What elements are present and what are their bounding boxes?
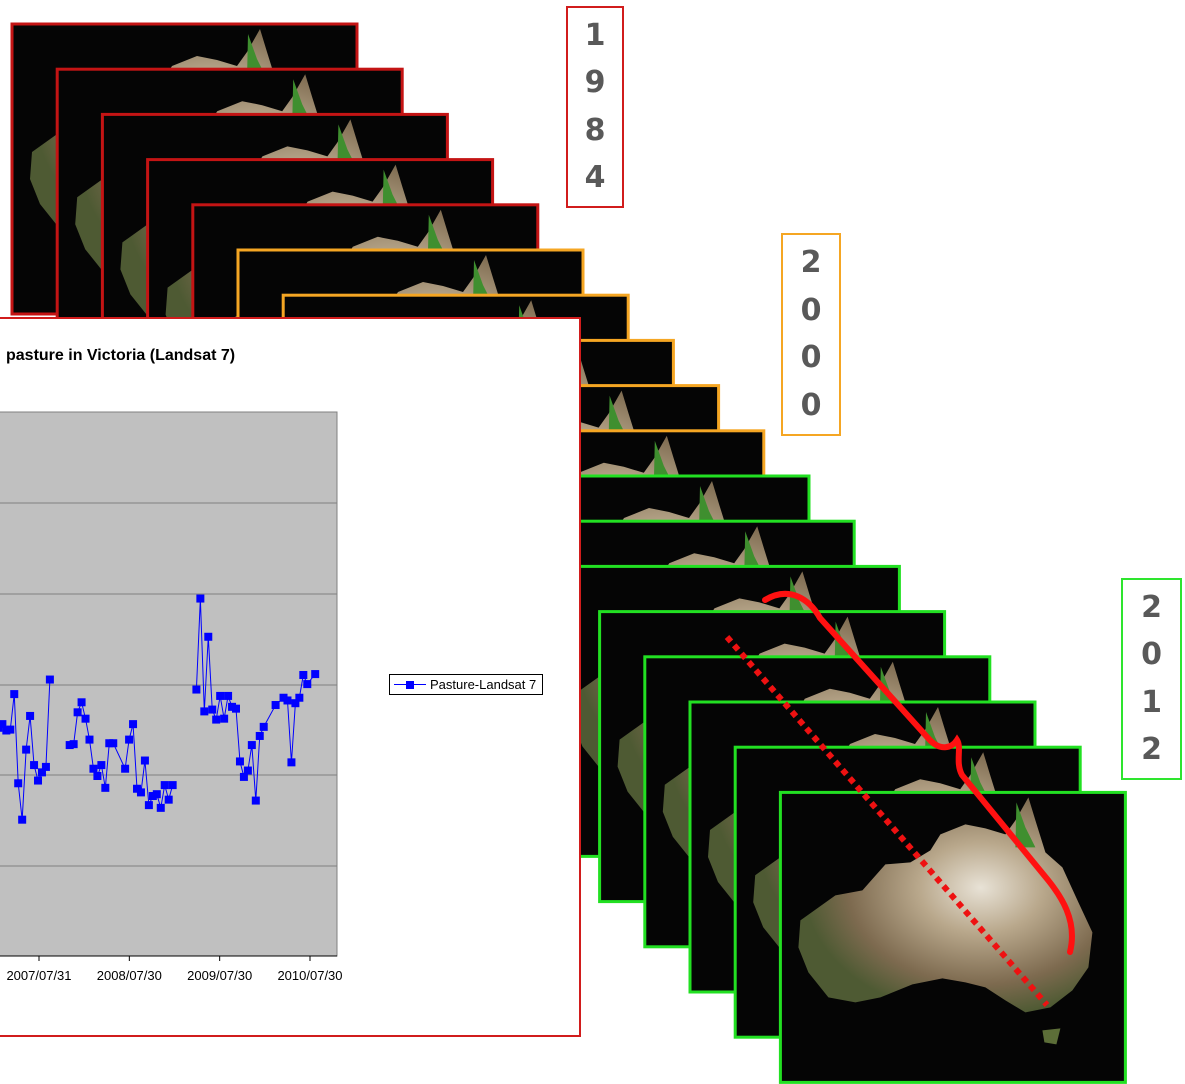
- year-digit: 0: [1141, 637, 1162, 673]
- data-point: [109, 739, 118, 748]
- data-point: [168, 781, 177, 790]
- data-point: [287, 758, 296, 767]
- data-point: [136, 788, 145, 797]
- data-point: [259, 722, 268, 731]
- data-point: [295, 693, 304, 702]
- data-point: [101, 783, 110, 792]
- year-digit: 2: [1141, 589, 1162, 625]
- year-digit: 9: [584, 65, 606, 101]
- data-point: [251, 796, 260, 805]
- data-point: [14, 779, 23, 788]
- data-point: [144, 801, 153, 810]
- data-point: [156, 803, 165, 812]
- x-tick-label: 2009/07/30: [187, 968, 252, 983]
- data-point: [283, 696, 292, 705]
- year-digit: 8: [584, 112, 606, 148]
- data-point: [125, 735, 134, 744]
- x-tick-label: 2007/07/31: [6, 968, 71, 983]
- data-point: [34, 776, 43, 785]
- year-digit: 0: [800, 340, 822, 376]
- chart-title: pasture in Victoria (Landsat 7): [6, 347, 236, 364]
- satellite-frame: [778, 790, 1127, 1084]
- data-point: [22, 745, 31, 754]
- data-point: [18, 815, 27, 824]
- data-point: [220, 714, 229, 723]
- data-point: [89, 764, 98, 773]
- data-point: [73, 708, 82, 717]
- data-point: [271, 701, 280, 710]
- data-point: [212, 715, 221, 724]
- data-point: [30, 761, 39, 770]
- legend-label: Pasture-Landsat 7: [430, 677, 537, 692]
- data-point: [235, 757, 244, 766]
- data-point: [243, 766, 252, 775]
- chart-legend: Pasture-Landsat 7: [389, 674, 544, 695]
- data-point: [37, 768, 46, 777]
- data-point: [208, 705, 217, 714]
- data-point: [232, 704, 241, 713]
- data-point: [291, 699, 300, 708]
- legend-marker-icon: [394, 680, 426, 690]
- data-point: [81, 714, 90, 723]
- data-point: [97, 761, 106, 770]
- data-point: [247, 741, 256, 750]
- year-digit: 0: [800, 388, 822, 424]
- data-point: [160, 781, 169, 790]
- data-point: [303, 680, 312, 689]
- data-point: [196, 594, 205, 603]
- data-point: [299, 670, 308, 679]
- data-point: [6, 725, 15, 734]
- data-point: [26, 711, 35, 720]
- year-digit: 1: [1141, 684, 1162, 720]
- year-digit: 2: [800, 244, 822, 280]
- data-point: [200, 707, 209, 716]
- data-point: [69, 740, 78, 749]
- data-point: [0, 720, 7, 729]
- x-tick-label: 2010/07/30: [277, 968, 342, 983]
- data-point: [239, 772, 248, 781]
- data-point: [41, 762, 50, 771]
- data-point: [77, 698, 86, 707]
- data-point: [216, 691, 225, 700]
- data-point: [10, 690, 19, 699]
- data-point: [164, 795, 173, 804]
- data-point: [85, 735, 94, 744]
- data-point: [311, 670, 320, 679]
- year-digit: 1: [584, 17, 606, 53]
- data-point: [140, 756, 149, 765]
- data-point: [192, 685, 201, 694]
- year-digit: 0: [800, 292, 822, 328]
- data-point: [45, 675, 54, 684]
- ndvi-chart: 2007/07/31 2008/07/30 2009/07/30 2010/07/30: [0, 411, 343, 983]
- x-tick-label: 2008/07/30: [97, 968, 162, 983]
- data-point: [204, 632, 213, 641]
- data-point: [93, 772, 102, 780]
- year-digit: 4: [584, 160, 606, 196]
- data-point: [224, 691, 233, 700]
- year-digit: 2: [1141, 732, 1162, 768]
- plot-area: [0, 411, 338, 957]
- ndvi-chart-panel: 2007/07/31 2008/07/30 2009/07/30 2010/07/30…: [0, 317, 581, 1037]
- data-point: [129, 720, 138, 729]
- data-point: [121, 764, 130, 773]
- data-point: [255, 731, 264, 740]
- data-point: [152, 790, 161, 799]
